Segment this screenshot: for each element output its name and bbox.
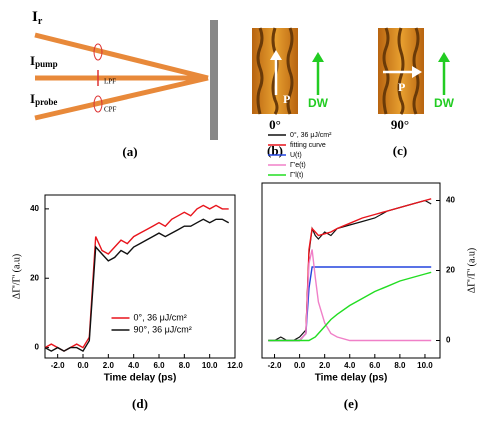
x-tick-label: -2.0 [268, 361, 282, 370]
polarization [93, 43, 103, 61]
angle: 0° [269, 117, 281, 132]
legend-label: U(t) [290, 152, 302, 159]
panel-c: P DW 90° (c) [378, 27, 455, 158]
y-tick-label: 0 [35, 343, 40, 352]
plot-frame [44, 194, 236, 359]
plot-frame [261, 182, 441, 359]
x-tick-label: 0.0 [294, 361, 306, 370]
beam [34, 32, 209, 81]
series-line [44, 204, 229, 352]
p-arrow-head [270, 50, 282, 60]
x-tick-label: 12.0 [227, 361, 243, 370]
p-arrow-head [412, 66, 422, 78]
dw-arrow-head [438, 52, 450, 62]
series-line [268, 249, 432, 342]
dw-label: DW [434, 96, 455, 110]
y-tick-label: 20 [30, 273, 39, 282]
series-line [44, 218, 230, 353]
x-tick-label: 4.0 [128, 361, 140, 370]
x-tick-label: 6.0 [153, 361, 165, 370]
legend-label: 90°, 36 μJ/cm² [134, 324, 192, 334]
y-tick-label: 0 [446, 336, 451, 345]
x-tick-label: 8.0 [179, 361, 191, 370]
x-tick-label: 2.0 [319, 361, 331, 370]
beam-label: Ir [32, 9, 43, 27]
x-tick-label: 6.0 [369, 361, 381, 370]
x-tick-label: -2.0 [51, 361, 65, 370]
angle: 90° [391, 117, 409, 132]
p-label: P [283, 92, 290, 106]
dw-label: DW [308, 96, 329, 110]
beam-sub: pump [35, 59, 58, 69]
panel-b: P DW 0° (b) [252, 27, 329, 158]
legend-label: 0°, 36 μJ/cm² [134, 312, 187, 322]
dw-arrow-head [312, 52, 324, 62]
panel-label: (c) [393, 143, 407, 158]
legend-label: 0°, 36 μJ/cm² [290, 131, 332, 139]
legend-label: Γ'e(t) [290, 162, 306, 169]
x-tick-label: 10.0 [417, 361, 433, 370]
p-label: P [398, 80, 405, 94]
polarization [93, 95, 103, 113]
y-axis-label: ΔΓ'/Γ' (a.u) [11, 254, 22, 299]
x-axis-label: Time delay (ps) [104, 373, 177, 384]
panel-label: (e) [344, 396, 358, 411]
x-tick-label: 0.0 [77, 361, 89, 370]
beam-sub: r [38, 16, 43, 27]
series-line [268, 198, 432, 342]
filter-label: CPF [104, 106, 117, 114]
y-tick-label: 40 [30, 204, 39, 213]
panel-label: (d) [132, 396, 148, 411]
panel-a: Ir Ipump Iprobe LPF CPF (a) [30, 9, 218, 159]
x-tick-label: 10.0 [202, 361, 218, 370]
beam-symbol: I [30, 91, 35, 106]
y-tick-label: 40 [446, 196, 455, 205]
series-line [268, 266, 432, 342]
x-tick-label: 8.0 [394, 361, 406, 370]
series-line [268, 199, 432, 342]
panel-label: (a) [122, 144, 137, 159]
x-tick-label: 2.0 [103, 361, 115, 370]
beam-symbol: I [32, 9, 38, 25]
legend-label: Γ'l(t) [290, 172, 303, 179]
x-tick-label: 4.0 [344, 361, 356, 370]
x-axis-label: Time delay (ps) [315, 373, 388, 384]
beam-label: Iprobe [30, 91, 57, 107]
y-tick-label: 20 [446, 266, 455, 275]
legend-label: fitting curve [290, 142, 326, 149]
beam-sub: probe [35, 97, 57, 107]
beam-label: Ipump [30, 53, 58, 69]
y-axis-label: ΔΓ'/Γ' (a.u) [466, 248, 477, 293]
beam [34, 75, 209, 121]
beam-symbol: I [30, 53, 35, 68]
mirror [210, 20, 218, 140]
series-line [268, 271, 432, 342]
filter-label: LPF [104, 78, 116, 86]
